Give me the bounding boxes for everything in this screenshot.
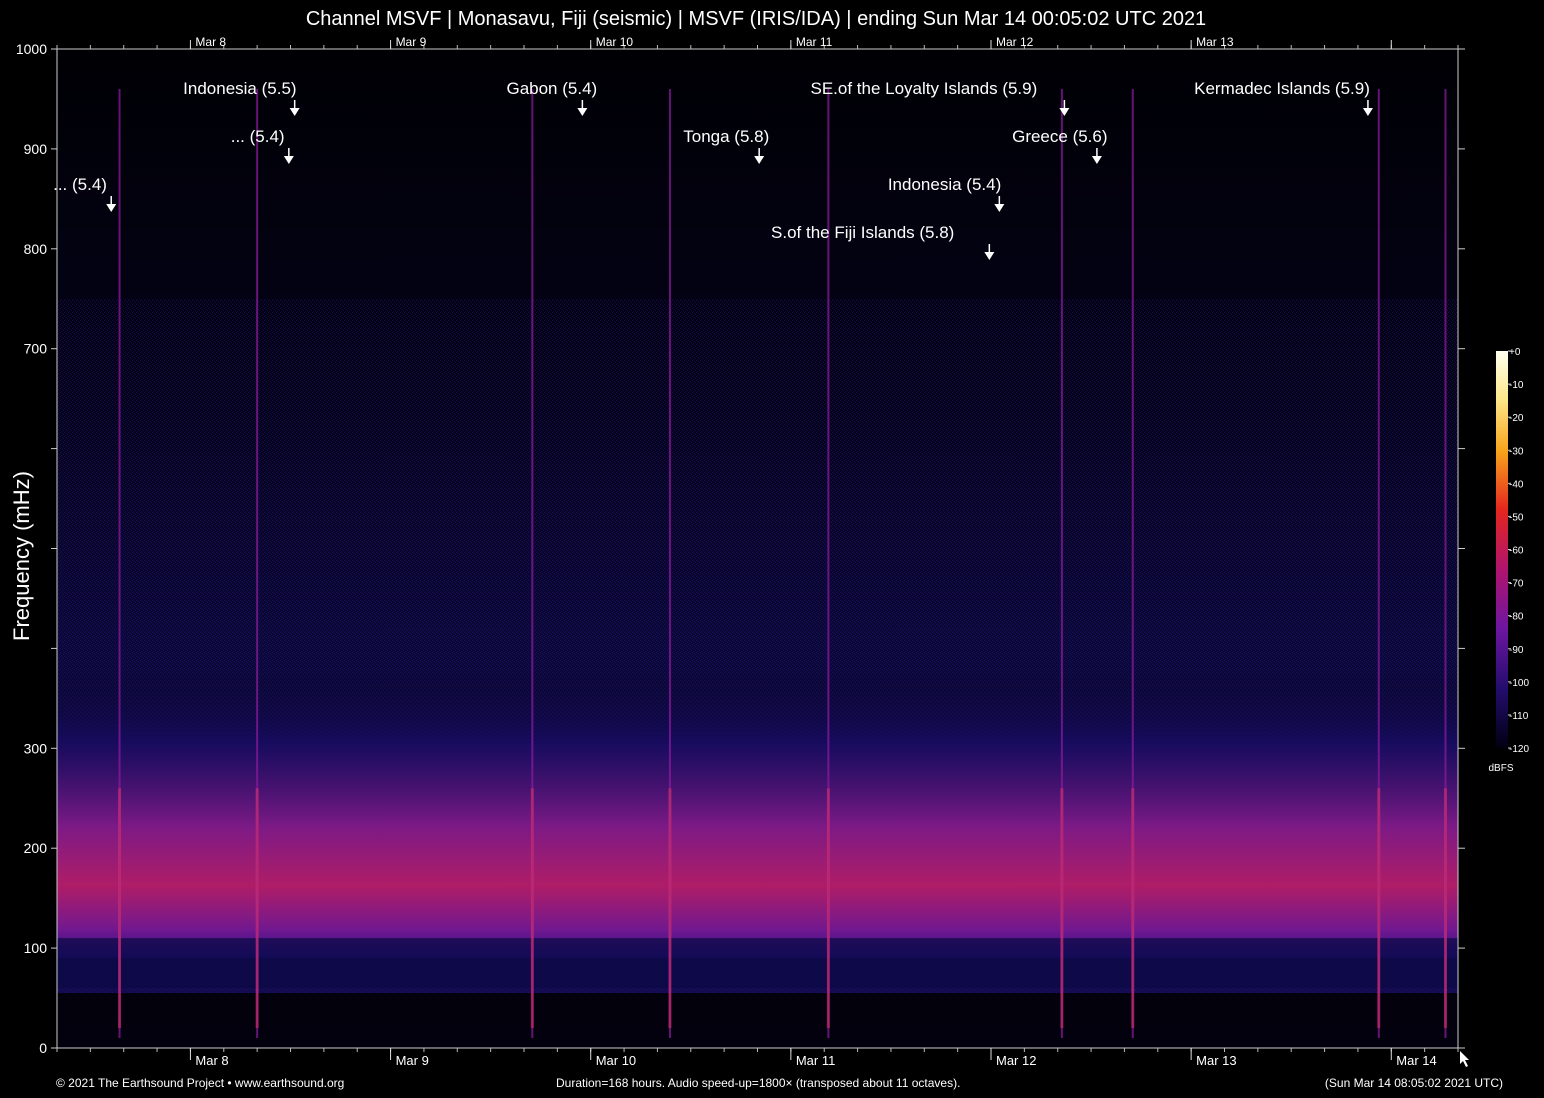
x-tick-label: Mar 12 — [996, 1053, 1036, 1068]
x-tick-label: Mar 10 — [596, 1053, 636, 1068]
colorbar-gradient — [1496, 351, 1508, 748]
colorbar-tick-label: -90 — [1509, 645, 1524, 656]
event-label: ... (5.4) — [231, 127, 285, 146]
colorbar-tick-label: -40 — [1509, 479, 1524, 490]
x-tick-label: Mar 9 — [396, 1053, 429, 1068]
y-tick-label: 900 — [24, 141, 48, 157]
axes: 0 100 200 300 700 800 900 1000 Mar 8 Mar 8 Mar 9 Ma… — [16, 35, 1469, 1068]
x-tick-label-top: Mar 10 — [596, 35, 634, 49]
event-arrow-icon — [994, 204, 1005, 212]
event-arrow-icon — [289, 108, 300, 116]
y-tick-label: 0 — [39, 1040, 47, 1056]
x-tick-label: Mar 14 — [1396, 1053, 1436, 1068]
event-label: Indonesia (5.5) — [183, 79, 296, 98]
x-tick-label: Mar 13 — [1196, 1053, 1236, 1068]
y-tick-label: 1000 — [16, 41, 47, 57]
annotations: ... (5.4) Indonesia (5.5) ... (5.4) Gabon (… — [53, 79, 1373, 260]
x-tick-label-top: Mar 11 — [796, 35, 833, 49]
x-tick-label: Mar 11 — [796, 1053, 836, 1068]
colorbar-label: dBFS — [1488, 763, 1513, 774]
event-arrow-icon — [984, 252, 995, 260]
colorbar-tick-label: -50 — [1509, 512, 1524, 523]
event-arrow-icon — [1091, 156, 1102, 164]
footer-copyright: © 2021 The Earthsound Project • www.eart… — [56, 1076, 345, 1090]
chart-title: Channel MSVF | Monasavu, Fiji (seismic) … — [305, 8, 1207, 30]
event-label: S.of the Fiji Islands (5.8) — [771, 223, 954, 242]
colorbar-tick-label: -70 — [1509, 579, 1524, 590]
noise-band — [57, 668, 1458, 959]
x-tick-label-top: Mar 12 — [996, 35, 1034, 49]
event-label: Indonesia (5.4) — [888, 175, 1001, 194]
event-arrow-icon — [754, 156, 765, 164]
x-tick-label-top: Mar 9 — [396, 35, 427, 49]
event-label: SE.of the Loyalty Islands (5.9) — [810, 79, 1037, 98]
colorbar-tick-label: -10 — [1509, 380, 1524, 391]
colorbar-tick-label: +0 — [1509, 347, 1521, 358]
y-tick-label: 700 — [24, 341, 48, 357]
event-arrow-icon — [577, 108, 588, 116]
colorbar-tick-label: -120 — [1509, 744, 1529, 755]
event-label: Greece (5.6) — [1012, 127, 1107, 146]
footer-duration: Duration=168 hours. Audio speed-up=1800×… — [556, 1076, 961, 1090]
x-tick-label-top: Mar 13 — [1196, 35, 1234, 49]
event-streaks — [118, 88, 1447, 1039]
event-label: Gabon (5.4) — [506, 79, 597, 98]
colorbar-tick-label: -80 — [1509, 612, 1524, 623]
event-arrow-icon — [106, 204, 117, 212]
footer-timestamp: (Sun Mar 14 08:05:02 2021 UTC) — [1324, 1076, 1503, 1090]
colorbar-tick-label: -20 — [1509, 413, 1524, 424]
colorbar-tick-label: -30 — [1509, 446, 1524, 457]
cursor-icon — [1460, 1051, 1469, 1067]
y-tick-label: 300 — [24, 740, 48, 756]
y-tick-label: 800 — [24, 241, 48, 257]
spectrogram-heat — [57, 49, 1458, 1048]
colorbar: +0 -10 -20 -30 -40 -50 -60 -70 -80 -90 -100 -110 -12… — [1488, 347, 1529, 774]
event-label: Tonga (5.8) — [683, 127, 769, 146]
y-tick-label: 200 — [24, 840, 48, 856]
y-tick-label: 100 — [24, 940, 48, 956]
x-tick-label: Mar 8 — [195, 1053, 228, 1068]
colorbar-tick-label: -60 — [1509, 546, 1524, 557]
colorbar-tick-label: -110 — [1509, 711, 1529, 722]
event-arrow-icon — [1362, 108, 1373, 116]
x-tick-label-top: Mar 8 — [195, 35, 226, 49]
event-label: ... (5.4) — [53, 175, 107, 194]
colorbar-tick-label: -100 — [1509, 678, 1529, 689]
event-arrow-icon — [1059, 108, 1070, 116]
event-arrow-icon — [283, 156, 294, 164]
bottom-band — [57, 993, 1458, 1048]
low-band — [57, 938, 1458, 989]
event-label: Kermadec Islands (5.9) — [1194, 79, 1370, 98]
